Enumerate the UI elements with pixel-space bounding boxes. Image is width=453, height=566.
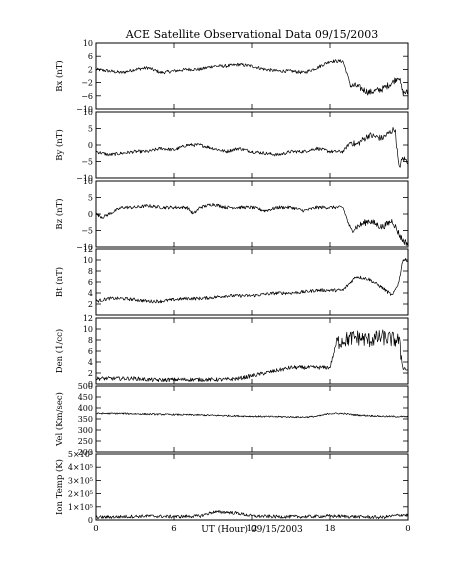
series-line [95,510,409,520]
panel-frame [95,111,409,179]
y-tick-label: 6 [88,347,93,356]
figure-title: ACE Satellite Observational Data 09/15/2… [125,28,379,41]
y-tick-label: 2 [88,369,93,378]
y-tick-label: 0 [88,516,93,525]
panel-1: −10 −6 −2 2 6 10 Bx (nT) [54,39,409,114]
y-tick-label: 10 [83,177,93,186]
y-tick-label: 8 [88,267,93,276]
x-tick-label: 6 [171,524,176,534]
panels: −10 −6 −2 2 6 10 Bx (nT) −10 −5 0 5 10 By (nT) −10 −5 0… [54,39,409,525]
y-tick-label: −10 [76,174,93,183]
y-tick-label: −5 [81,158,93,167]
y-axis-label: Vel (Km/sec) [54,392,65,447]
y-tick-label: 350 [78,415,93,424]
x-axis-label: UT (Hour) 09/15/2003 [201,524,303,535]
series-line [95,258,409,304]
x-tick-label: 18 [325,524,336,534]
series-line [95,202,409,246]
y-tick-label: −5 [81,227,93,236]
y-axis-label: By (nT) [54,129,65,161]
y-axis-label: Bx (nT) [54,60,65,92]
series-line [95,59,409,96]
y-tick-label: −10 [76,105,93,114]
y-tick-label: 450 [78,393,93,402]
y-tick-label: 3×10⁵ [68,476,93,485]
y-tick-label: 1×10⁵ [68,503,93,512]
y-tick-label: −2 [81,79,93,88]
y-tick-label: 2 [88,65,93,74]
panel-4: 2 4 6 8 10 12 Bt (nT) [54,245,409,316]
y-axis-label: Bt (nT) [54,267,65,297]
panel-6: 200 250 300 350 400 450 500 Vel (Km/sec) [54,382,409,457]
y-tick-label: 5 [88,125,93,134]
series-line [95,127,409,168]
y-tick-label: 500 [78,382,93,391]
panel-frame [95,42,409,110]
y-tick-label: 8 [88,336,93,345]
series-line [95,412,408,419]
y-axis-label: Ion Temp (K) [54,459,65,515]
panel-2: −10 −5 0 5 10 By (nT) [54,108,409,183]
panel-frame [95,385,409,453]
y-tick-label: 200 [78,448,93,457]
panel-frame [95,248,409,316]
x-tick-label: 0 [405,524,410,534]
y-axis-label: Bz (nT) [54,198,65,229]
y-tick-label: 10 [83,39,93,48]
y-tick-label: 4 [88,358,93,367]
y-tick-label: 400 [78,404,93,413]
y-tick-label: 0 [88,141,93,150]
y-tick-label: 10 [83,108,93,117]
y-tick-label: 6 [88,278,93,287]
x-tick-label: 12 [247,524,258,534]
y-tick-label: 250 [78,437,93,446]
panel-frame [95,453,409,521]
y-tick-label: 300 [78,426,93,435]
y-axis-label: Den (1/cc) [54,329,65,373]
y-tick-label: 6 [88,52,93,61]
y-tick-label: 10 [83,325,93,334]
y-tick-label: 5×10⁵ [68,450,93,459]
series-line [95,329,409,383]
y-tick-label: 12 [83,245,93,254]
panel-5: 0 2 4 6 8 10 12 Den (1/cc) [54,314,409,389]
panel-frame [95,317,409,385]
x-tick-label: 0 [93,524,98,534]
y-tick-label: 2 [88,300,93,309]
y-tick-label: 12 [83,314,93,323]
panel-3: −10 −5 0 5 10 Bz (nT) [54,177,409,252]
y-tick-label: −10 [76,243,93,252]
panel-frame [95,180,409,248]
x-tick-labels: 0 6 12 18 0 [93,524,410,534]
y-tick-label: 2×10⁵ [68,490,93,499]
y-tick-label: 0 [88,210,93,219]
y-tick-label: −6 [81,92,93,101]
y-tick-label: 4 [88,289,93,298]
y-tick-label: 10 [83,256,93,265]
y-tick-label: 4×10⁵ [68,463,93,472]
y-tick-label: 0 [88,380,93,389]
y-tick-label: 5 [88,194,93,203]
